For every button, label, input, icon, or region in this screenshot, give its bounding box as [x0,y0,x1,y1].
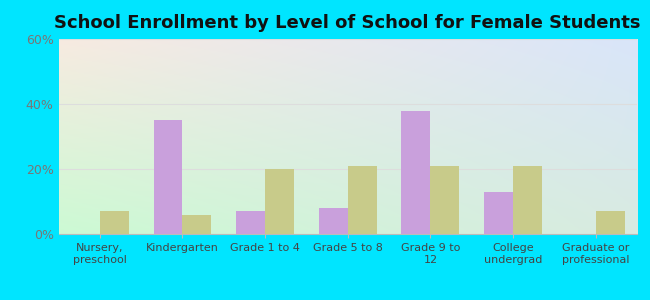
Bar [484,192,513,234]
Bar [100,211,129,234]
Bar [153,120,183,234]
Title: School Enrollment by Level of School for Female Students: School Enrollment by Level of School for… [55,14,641,32]
Bar [183,214,211,234]
Bar [402,110,430,234]
Bar [265,169,294,234]
Bar [348,166,377,234]
Bar [513,166,542,234]
Bar [595,211,625,234]
Bar [430,166,460,234]
Bar [236,211,265,234]
Bar [318,208,348,234]
